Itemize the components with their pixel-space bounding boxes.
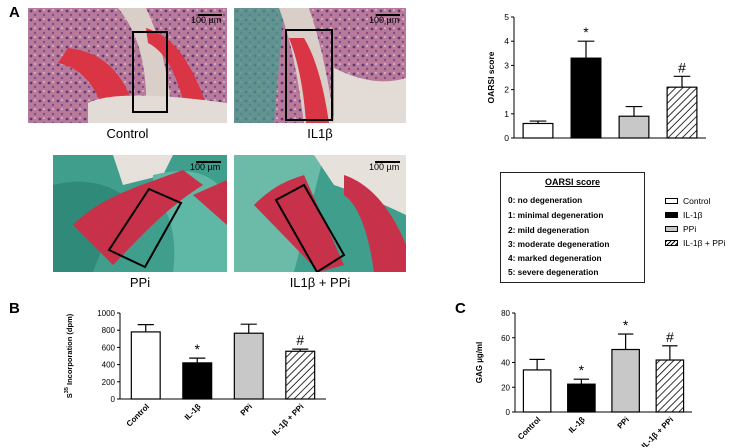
y-tick-label: 800 (102, 326, 116, 335)
roi-box (274, 183, 346, 272)
chart-gag: 0 20 40 60 80 GAG µg/ml Control * IL-1β * PPi # IL-1… (475, 309, 692, 447)
bar (618, 115, 650, 139)
y-tick-label: 60 (501, 334, 510, 343)
y-tick-label: 4 (504, 36, 509, 46)
significance-marker: * (195, 341, 201, 357)
scale-bar (376, 14, 400, 16)
scale-bar (198, 14, 222, 16)
legend-swatch (665, 240, 678, 246)
oarsi-legend-row: 4: marked degeneration (508, 253, 602, 263)
y-tick-label: 200 (102, 378, 116, 387)
micrograph-caption-ppi: PPi (129, 275, 151, 290)
significance-marker: # (296, 332, 304, 348)
x-tick-label: IL-1β (567, 415, 587, 435)
scale-bar-label: 100 µm (191, 15, 222, 25)
significance-marker: * (579, 362, 585, 378)
panel-letter-b: B (9, 300, 20, 317)
scale-bar-label: 100 µm (190, 162, 221, 172)
micrograph-il1b-ppi-image (234, 155, 406, 272)
scale-bar-label: 100 µm (369, 162, 400, 172)
scale-bar (375, 161, 400, 163)
legend-swatch (665, 212, 678, 218)
x-tick-label: PPi (616, 415, 631, 430)
scale-bar-label: 100 µm (369, 15, 400, 25)
oarsi-legend-row: 5: severe degeneration (508, 267, 599, 277)
panel-letter-c: C (455, 300, 466, 317)
x-tick-label: Control (516, 415, 542, 441)
chart-oarsi-score: 0 1 2 3 4 5 OARSI score * # (486, 12, 706, 143)
oarsi-legend-row: 0: no degeneration (508, 195, 583, 205)
oarsi-legend-row: 1: minimal degeneration (508, 210, 604, 220)
y-axis-label: OARSI score (486, 51, 496, 103)
roi-box (132, 31, 168, 113)
legend-label: IL-1β (683, 210, 703, 220)
x-tick-label: IL-1β + PPi (640, 415, 675, 447)
x-tick-label: PPi (239, 402, 254, 417)
bar (182, 362, 213, 400)
significance-marker: * (623, 317, 629, 333)
micrograph-ppi-image (53, 155, 227, 272)
bar (233, 332, 264, 400)
legend-swatch (665, 226, 678, 232)
bar (567, 383, 596, 413)
micrograph-caption-il1b-ppi: IL1β + PPi (289, 275, 351, 290)
y-tick-label: 0 (506, 408, 511, 417)
roi-box (107, 187, 183, 269)
significance-marker: # (666, 329, 674, 345)
micrograph-control: 100 µm (28, 8, 227, 123)
y-tick-label: 1000 (97, 309, 115, 318)
bar (570, 57, 602, 139)
y-axis-label: GAG µg/ml (475, 342, 484, 384)
y-tick-label: 1 (504, 109, 509, 119)
micrograph-caption-control: Control (106, 126, 149, 141)
y-tick-label: 0 (504, 133, 509, 143)
bar (285, 350, 316, 400)
micrograph-il1b: 100 µm (234, 8, 406, 123)
micrograph-il1b-ppi: 100 µm (234, 155, 406, 272)
panel-letter-a: A (9, 4, 20, 21)
bar (130, 331, 161, 400)
y-tick-label: 600 (102, 343, 116, 352)
legend-label: Control (683, 196, 711, 206)
x-tick-label: Control (125, 402, 151, 428)
y-tick-label: 2 (504, 85, 509, 95)
y-tick-label: 40 (501, 359, 510, 368)
micrograph-caption-il1b: IL1β (307, 126, 333, 141)
roi-box (285, 29, 333, 121)
bar (655, 359, 685, 413)
bar (522, 122, 554, 139)
micrograph-control-image (28, 8, 227, 123)
y-tick-label: 80 (501, 309, 510, 318)
legend-label: IL-1β + PPi (683, 238, 726, 248)
oarsi-legend-title: OARSI score (544, 177, 601, 187)
y-tick-label: 400 (102, 361, 116, 370)
scale-bar (196, 161, 221, 163)
oarsi-legend-row: 2: mild degeneration (508, 225, 590, 235)
bar (522, 369, 552, 413)
bar (611, 348, 640, 413)
oarsi-score-legend: OARSI score 0: no degeneration 1: minima… (500, 172, 645, 283)
y-tick-label: 20 (501, 383, 510, 392)
legend-label: PPi (683, 224, 697, 234)
x-tick-label: IL-1β + PPi (270, 402, 305, 437)
chart-s35-incorporation: 0 200 400 600 800 1000 S35 Incorporation (dpm)… (64, 309, 326, 437)
y-axis-label: S35 Incorporation (dpm) (64, 313, 74, 398)
micrograph-il1b-image (234, 8, 406, 123)
y-tick-label: 0 (111, 395, 116, 404)
significance-marker: # (678, 59, 686, 75)
oarsi-legend-row: 3: moderate degeneration (508, 239, 610, 249)
y-tick-label: 3 (504, 60, 509, 70)
bar (666, 86, 698, 139)
micrograph-ppi: 100 µm (53, 155, 227, 272)
significance-marker: * (583, 24, 589, 40)
y-tick-label: 5 (504, 12, 509, 22)
x-tick-label: IL-1β (183, 402, 203, 422)
legend-swatch (665, 198, 678, 204)
